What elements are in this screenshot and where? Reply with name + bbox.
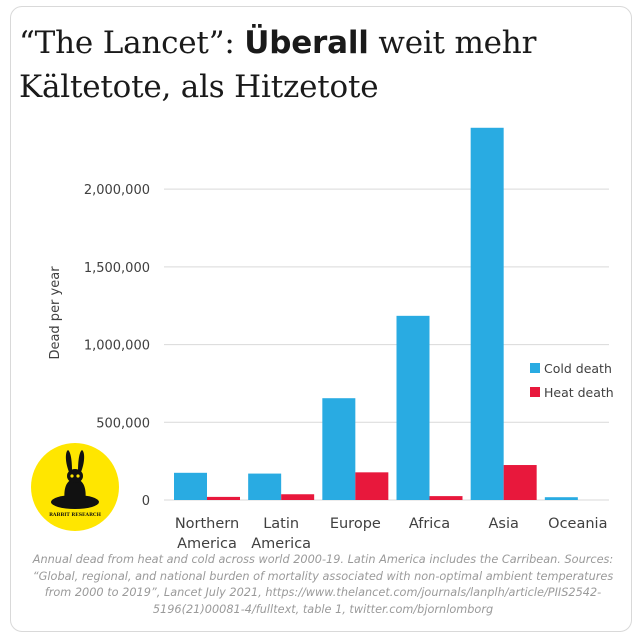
bar-cold-death (322, 398, 356, 500)
bar-cold-death (544, 497, 578, 500)
headline-part1: “The Lancet”: (19, 25, 245, 61)
x-tick-label: Asia (488, 516, 518, 532)
legend-label: Cold death (544, 361, 612, 376)
headline-part2: weit mehr Kältetote, als Hitzetote (19, 25, 537, 105)
bar-heat-death (429, 496, 463, 500)
x-tick-label: Northern America (175, 516, 239, 552)
legend-label: Heat death (544, 385, 614, 400)
headline-bold: Überall (244, 25, 369, 61)
rabbit-icon (51, 450, 99, 509)
bar-cold-death (396, 315, 430, 500)
rabbit-research-logo: RABBIT RESEARCH (31, 443, 119, 531)
x-tick-label: Oceania (548, 516, 607, 532)
bar-heat-death (207, 496, 240, 500)
bar-cold-death (248, 473, 282, 500)
bar-chart: 0 500,000 1,000,000 1,500,000 2,000,000 Dead … (48, 127, 614, 552)
bar-heat-death (503, 465, 537, 500)
bar-cold-death (470, 127, 504, 500)
bar-cold-death (174, 472, 207, 500)
x-tick-label: Latin America (251, 516, 311, 552)
y-tick-label: 1,000,000 (84, 339, 150, 354)
x-tick-label: Europe (330, 516, 381, 532)
post-card: “The Lancet”: Überall weit mehr Kältetot… (10, 6, 632, 632)
y-tick-label: 0 (142, 494, 150, 509)
x-tick-label: Africa (409, 516, 450, 532)
bar-heat-death (281, 494, 315, 500)
legend-swatch (530, 363, 540, 373)
y-tick-label: 2,000,000 (84, 183, 150, 198)
y-axis-label: Dead per year (48, 266, 63, 360)
y-tick-label: 500,000 (96, 416, 150, 431)
legend-swatch (530, 387, 540, 397)
bar-heat-death (355, 472, 389, 500)
headline: “The Lancet”: Überall weit mehr Kältetot… (19, 21, 629, 109)
chart-footnote: Annual dead from heat and cold across wo… (32, 553, 614, 616)
y-tick-label: 1,500,000 (84, 261, 150, 276)
logo-text: RABBIT RESEARCH (49, 512, 101, 518)
